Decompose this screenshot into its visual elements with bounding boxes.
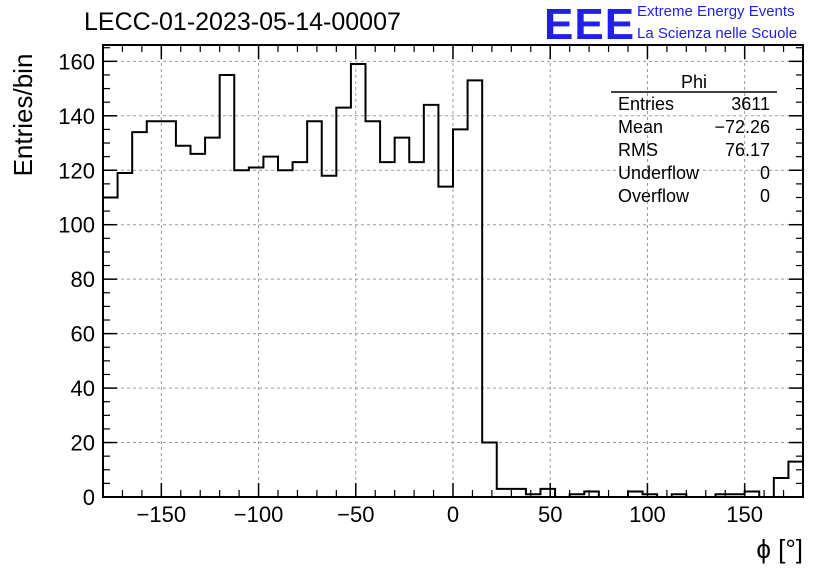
- eee-logo: EEE: [544, 0, 636, 49]
- histogram-bin: [424, 105, 439, 497]
- histogram-bin: [482, 443, 497, 497]
- histogram-bin: [438, 187, 453, 497]
- y-tick-label: 160: [58, 49, 95, 74]
- histogram-bin: [774, 478, 789, 497]
- x-tick-label: −150: [137, 502, 187, 527]
- stats-label: Entries: [618, 94, 674, 114]
- stats-label: Underflow: [618, 163, 700, 183]
- y-axis-label: Entries/bin: [8, 54, 38, 177]
- y-tick-label: 20: [71, 431, 95, 456]
- tick-labels: −150 −100 −50 0 50 100 150 0 20 40 60 80 100 120 140 16…: [58, 49, 763, 527]
- x-tick-label: 50: [538, 502, 562, 527]
- stats-value: 0: [760, 186, 770, 206]
- stats-value: 0: [760, 163, 770, 183]
- histogram-bin: [788, 462, 803, 497]
- x-tick-label: −100: [234, 502, 284, 527]
- stats-label: Overflow: [618, 186, 690, 206]
- stats-label: RMS: [618, 140, 658, 160]
- y-tick-label: 40: [71, 376, 95, 401]
- stats-value: 3611: [731, 94, 770, 114]
- brand-line-1: Extreme Energy Events: [637, 3, 795, 20]
- y-tick-label: 100: [58, 213, 95, 238]
- x-tick-label: 0: [447, 502, 459, 527]
- histogram-outline: [103, 63, 803, 498]
- histogram-bin: [380, 162, 395, 497]
- stats-box-rows: Entries 3611 Mean −72.26 RMS 76.17 Underflow 0 O…: [618, 94, 770, 206]
- grid-lines: [103, 45, 803, 497]
- histogram-bin: [307, 121, 322, 497]
- histogram-bin: [366, 121, 381, 497]
- histogram-bin: [497, 489, 512, 497]
- histogram-bin: [147, 121, 162, 497]
- y-tick-label: 120: [58, 158, 95, 183]
- histogram-bin: [409, 162, 424, 497]
- histogram-bin: [541, 489, 556, 497]
- histogram-bin: [220, 75, 235, 497]
- histogram-bin: [511, 489, 526, 497]
- y-tick-label: 80: [71, 267, 95, 292]
- y-tick-label: 0: [83, 485, 95, 510]
- histogram-bin: [468, 80, 483, 497]
- stats-value: −72.26: [714, 117, 770, 137]
- y-tick-label: 60: [71, 322, 95, 347]
- run-title: LECC-01-2023-05-14-00007: [84, 8, 401, 36]
- stats-label: Mean: [618, 117, 663, 137]
- histogram-bin: [161, 121, 176, 497]
- stats-box: Phi Entries 3611 Mean −72.26 RMS 76.17 Underfl…: [611, 72, 777, 206]
- histogram-bin: [118, 173, 133, 497]
- axis-ticks: [103, 45, 803, 498]
- histogram-bin: [351, 64, 366, 497]
- histogram-bin: [293, 162, 308, 497]
- x-tick-label: 100: [629, 502, 666, 527]
- histogram-bin: [395, 138, 410, 497]
- histogram-bin: [263, 157, 278, 497]
- brand-line-2: La Scienza nelle Scuole: [637, 25, 798, 42]
- histogram-bin: [191, 154, 206, 497]
- x-axis-label: ϕ [°]: [756, 534, 803, 564]
- histogram-bin: [322, 176, 337, 497]
- stats-box-title: Phi: [681, 72, 707, 92]
- x-tick-label: 150: [726, 502, 763, 527]
- x-tick-label: −50: [337, 502, 374, 527]
- histogram-bin: [249, 168, 264, 497]
- histogram-bin: [453, 129, 468, 497]
- stats-value: 76.17: [725, 140, 770, 160]
- y-tick-label: 140: [58, 104, 95, 129]
- histogram-bin: [336, 108, 351, 497]
- histogram-bin: [205, 138, 220, 497]
- histogram-bin: [176, 146, 191, 497]
